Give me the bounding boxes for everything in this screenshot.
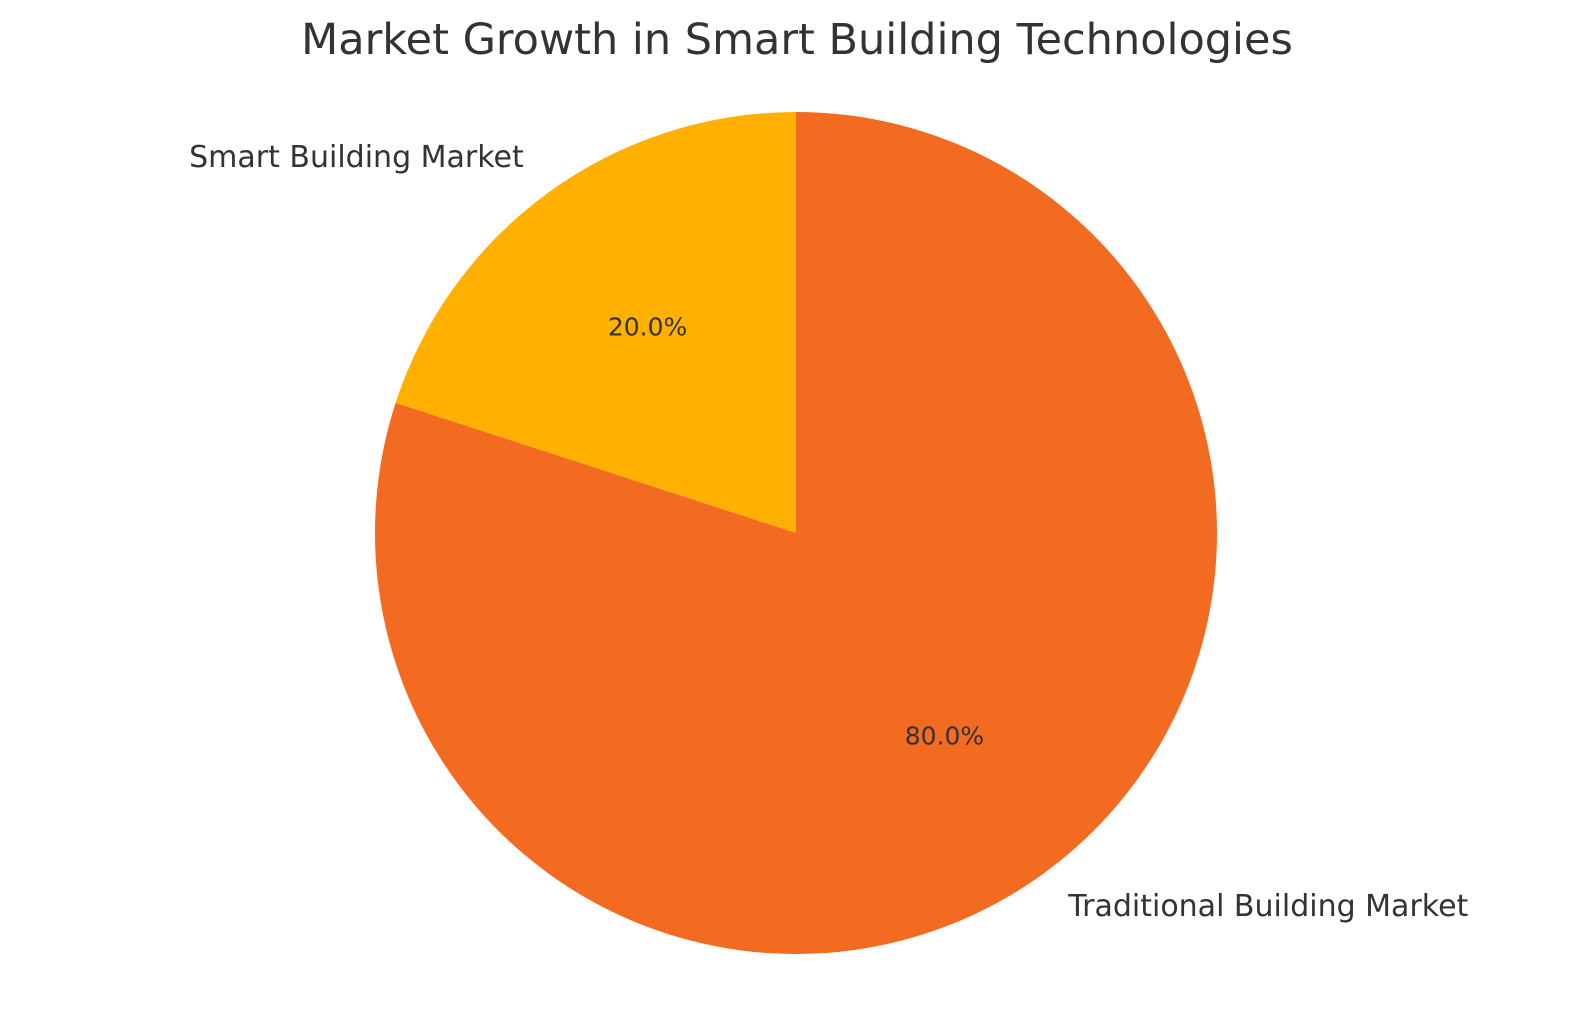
pie-slice-smart-building-market [395,112,796,533]
slice-percent-label: 20.0% [608,313,687,342]
chart-title: Market Growth in Smart Building Technolo… [301,15,1293,65]
pie-slices [375,112,1217,954]
pie-labels: Smart Building Market 20.0% Traditional Bu… [189,140,1468,924]
slice-percent-label: 80.0% [905,721,984,750]
slice-label: Traditional Building Market [1067,889,1468,924]
pie-slice-traditional-building-market [375,112,1217,954]
slice-label: Smart Building Market [189,140,524,175]
